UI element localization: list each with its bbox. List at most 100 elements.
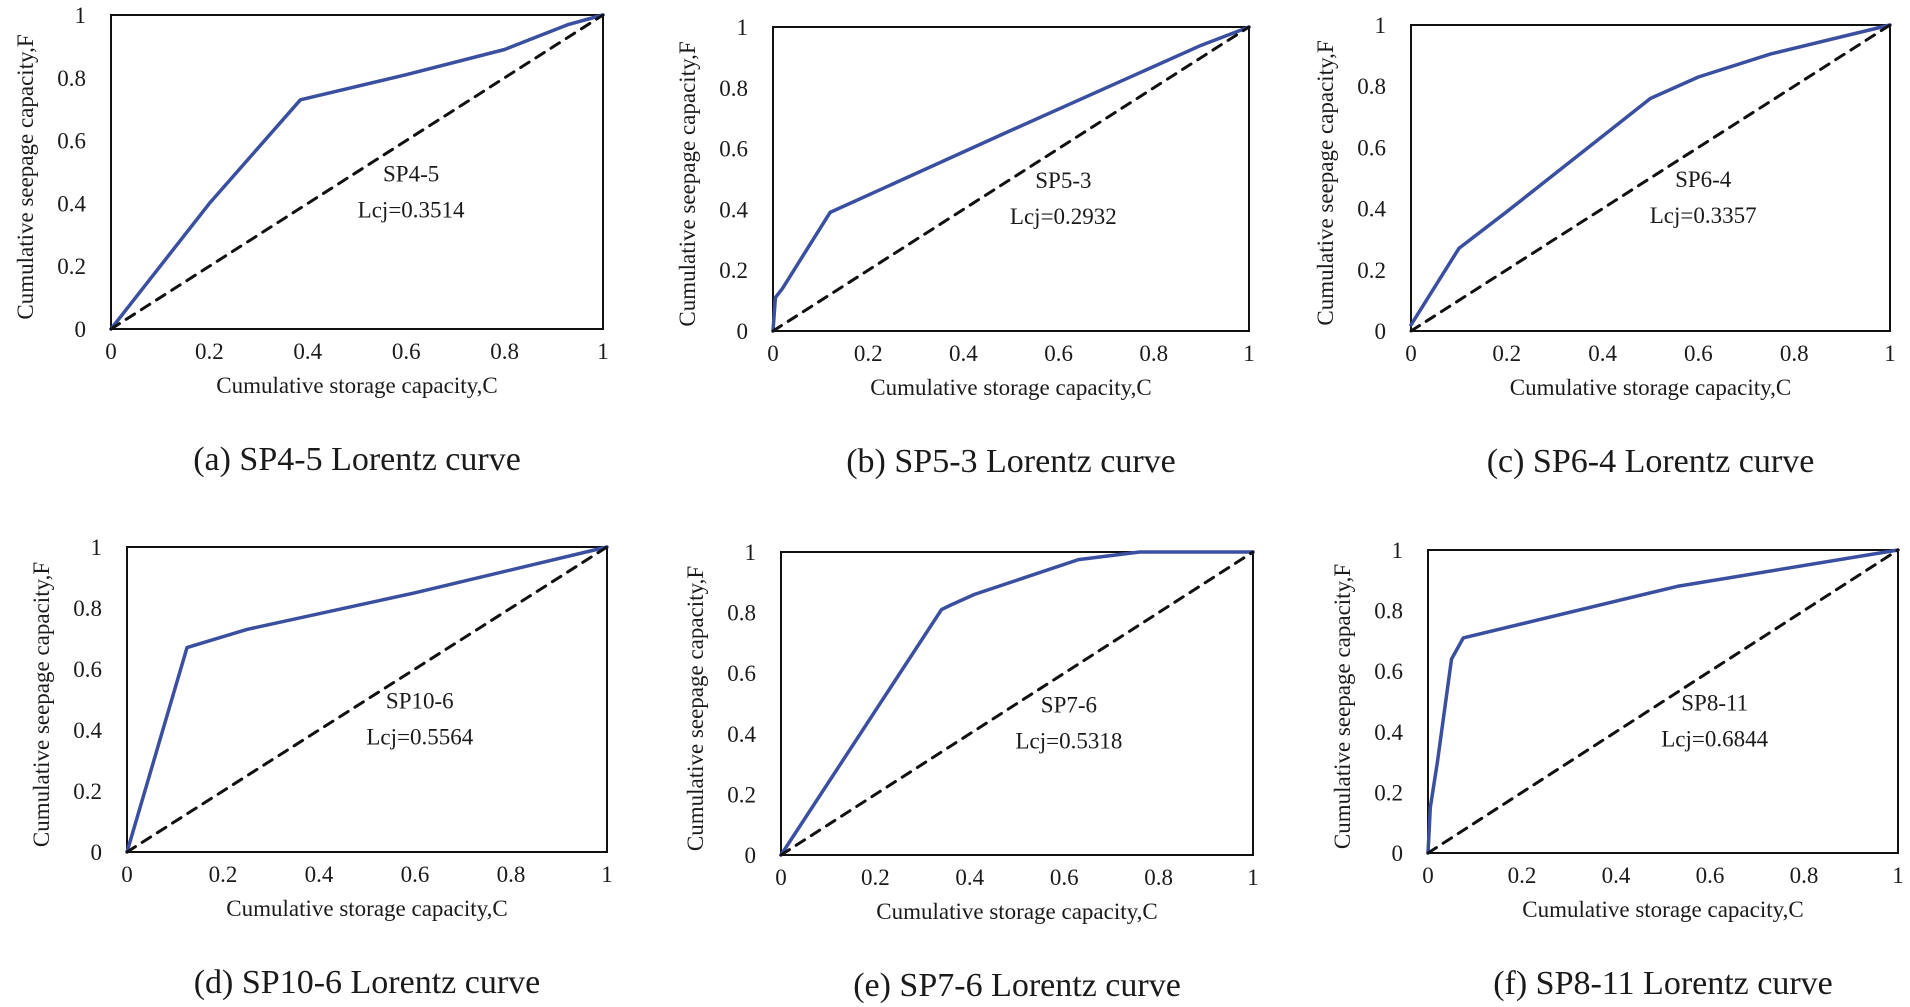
x-tick-label: 0 — [775, 865, 787, 890]
y-tick-label: 0.8 — [727, 601, 756, 626]
lorentz-curve-line — [1409, 23, 1892, 327]
x-axis-label: Cumulative storage capacity,C — [1510, 375, 1791, 400]
y-tick-label: 0.2 — [719, 258, 748, 283]
annotation-well-name: SP4-5 — [383, 161, 439, 186]
y-tick-label: 0.4 — [1357, 197, 1386, 222]
x-tick-label: 0.2 — [854, 341, 883, 366]
x-tick-label: 0.2 — [195, 339, 224, 364]
y-axis-label: Cumulative seepage capacity,F — [1330, 564, 1355, 849]
plot-frame — [1410, 24, 1891, 332]
x-tick-label: 1 — [601, 862, 613, 887]
y-tick-label: 0.4 — [57, 191, 86, 216]
plot-frame — [780, 551, 1254, 856]
y-tick-label: 0 — [91, 840, 103, 865]
panel-caption: (a) SP4-5 Lorentz curve — [193, 441, 521, 478]
plot-frame — [772, 26, 1250, 332]
y-axis-label: Cumulative seepage capacity,F — [683, 566, 708, 851]
x-tick-label: 0.6 — [1050, 865, 1079, 890]
x-tick-label: 1 — [1892, 863, 1904, 888]
chart-panel-f: 0 0.2 0.4 0.6 0.8 1 0 0.2 0.4 0.6 0.8 1 Cumulative s… — [1330, 538, 1904, 1002]
x-tick-label: 0 — [121, 862, 133, 887]
y-tick-label: 0.6 — [1357, 135, 1386, 160]
lorentz-curve-line — [125, 545, 609, 854]
x-tick-label: 0.2 — [1492, 341, 1521, 366]
x-tick-label: 0 — [1422, 863, 1434, 888]
lorentz-curve-line — [771, 25, 1251, 333]
annotation-well-name: SP8-11 — [1681, 691, 1748, 716]
x-tick-label: 1 — [1247, 865, 1259, 890]
annotation-lcj-value: Lcj=0.2932 — [1010, 204, 1117, 229]
x-tick-label: 0.2 — [1508, 863, 1537, 888]
y-tick-label: 0.4 — [727, 722, 756, 747]
x-tick-label: 0.4 — [1602, 863, 1631, 888]
x-tick-label: 0.8 — [1139, 341, 1168, 366]
y-tick-label: 1 — [745, 540, 757, 565]
y-tick-label: 0.8 — [73, 596, 102, 621]
y-tick-label: 0.8 — [1374, 599, 1403, 624]
x-tick-label: 0.4 — [1588, 341, 1617, 366]
x-axis-label: Cumulative storage capacity,C — [876, 899, 1157, 924]
x-tick-label: 0.2 — [861, 865, 890, 890]
y-tick-label: 1 — [91, 535, 103, 560]
y-tick-label: 0.8 — [57, 66, 86, 91]
x-tick-label: 0.8 — [1780, 341, 1809, 366]
x-tick-label: 0.8 — [1790, 863, 1819, 888]
x-tick-label: 1 — [1884, 341, 1896, 366]
y-axis-label: Cumulative seepage capacity,F — [1313, 40, 1338, 325]
x-axis-label: Cumulative storage capacity,C — [216, 373, 497, 398]
chart-panel-b: 0 0.2 0.4 0.6 0.8 1 0 0.2 0.4 0.6 0.8 1 Cumulative s… — [675, 15, 1255, 480]
equality-line — [1426, 548, 1900, 855]
equality-line — [779, 550, 1255, 857]
x-tick-label: 0.6 — [1696, 863, 1725, 888]
panel-caption: (b) SP5-3 Lorentz curve — [846, 443, 1176, 480]
equality-line — [109, 13, 605, 331]
x-tick-label: 0 — [105, 339, 117, 364]
annotation-well-name: SP7-6 — [1041, 693, 1097, 718]
panel-caption: (f) SP8-11 Lorentz curve — [1493, 965, 1833, 1002]
lorentz-curve-line — [1426, 548, 1900, 855]
x-tick-label: 0.6 — [392, 339, 421, 364]
x-tick-label: 0.8 — [1144, 865, 1173, 890]
annotation-well-name: SP10-6 — [386, 689, 454, 714]
y-tick-label: 0.4 — [1374, 720, 1403, 745]
chart-panel-e: 0 0.2 0.4 0.6 0.8 1 0 0.2 0.4 0.6 0.8 1 Cumulative s… — [683, 540, 1259, 1004]
x-tick-label: 0.8 — [497, 862, 526, 887]
plot-frame — [126, 546, 608, 853]
chart-panel-c: 0 0.2 0.4 0.6 0.8 1 0 0.2 0.4 0.6 0.8 1 Cumulative s… — [1313, 13, 1896, 480]
x-tick-label: 0.4 — [305, 862, 334, 887]
y-tick-label: 0.2 — [1357, 258, 1386, 283]
y-tick-label: 0 — [737, 319, 749, 344]
panel-caption: (d) SP10-6 Lorentz curve — [194, 964, 541, 1001]
chart-panel-a: 0 0.2 0.4 0.6 0.8 1 0 0.2 0.4 0.6 0.8 1 Cumulative s… — [13, 3, 609, 478]
y-tick-label: 1 — [75, 3, 87, 28]
x-axis-label: Cumulative storage capacity,C — [226, 896, 507, 921]
x-tick-label: 0.4 — [293, 339, 322, 364]
annotation-well-name: SP6-4 — [1675, 167, 1732, 192]
annotation-lcj-value: Lcj=0.3357 — [1650, 203, 1757, 228]
y-tick-label: 0.8 — [1357, 74, 1386, 99]
y-tick-label: 0.2 — [1374, 780, 1403, 805]
lorentz-curve-line — [779, 550, 1255, 857]
y-axis-label: Cumulative seepage capacity,F — [13, 34, 38, 319]
x-tick-label: 0 — [767, 341, 779, 366]
y-tick-label: 0.2 — [73, 779, 102, 804]
x-tick-label: 0.6 — [1044, 341, 1073, 366]
x-axis-label: Cumulative storage capacity,C — [870, 375, 1151, 400]
y-tick-label: 0.6 — [73, 657, 102, 682]
panel-caption: (e) SP7-6 Lorentz curve — [853, 967, 1181, 1004]
y-tick-label: 0 — [1375, 319, 1387, 344]
annotation-lcj-value: Lcj=0.5564 — [366, 725, 473, 750]
x-tick-label: 1 — [597, 339, 609, 364]
y-tick-label: 0.8 — [719, 76, 748, 101]
x-tick-label: 0.8 — [490, 339, 519, 364]
x-tick-label: 0.6 — [1684, 341, 1713, 366]
annotation-lcj-value: Lcj=0.3514 — [358, 197, 465, 222]
y-axis-label: Cumulative seepage capacity,F — [29, 562, 54, 847]
y-tick-label: 0.2 — [727, 782, 756, 807]
x-tick-label: 0.4 — [955, 865, 984, 890]
equality-line — [1409, 23, 1892, 333]
y-tick-label: 0.6 — [1374, 659, 1403, 684]
x-tick-label: 1 — [1243, 341, 1255, 366]
y-tick-label: 0 — [1392, 841, 1404, 866]
